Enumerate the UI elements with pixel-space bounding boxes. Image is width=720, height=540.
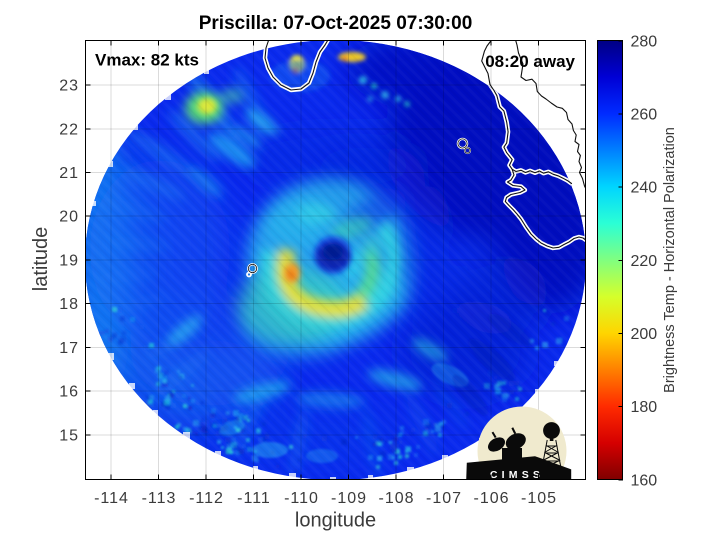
svg-text:-112: -112 <box>189 490 224 507</box>
svg-text:-107: -107 <box>426 490 462 507</box>
svg-text:280: 280 <box>631 33 658 50</box>
svg-text:08:20 away: 08:20 away <box>485 52 575 71</box>
svg-text:-110: -110 <box>284 490 319 507</box>
svg-text:19: 19 <box>59 253 79 270</box>
svg-text:15: 15 <box>59 427 79 444</box>
svg-text:200: 200 <box>631 326 658 343</box>
svg-text:260: 260 <box>631 107 658 124</box>
svg-text:23: 23 <box>59 78 79 95</box>
svg-text:-106: -106 <box>473 490 509 507</box>
svg-text:220: 220 <box>631 253 658 270</box>
svg-text:-111: -111 <box>237 490 271 507</box>
svg-text:Priscilla: 07-Oct-2025 07:30:0: Priscilla: 07-Oct-2025 07:30:00 <box>199 13 473 34</box>
svg-text:-113: -113 <box>142 490 177 507</box>
svg-text:CIMSS: CIMSS <box>490 469 544 481</box>
svg-text:160: 160 <box>631 472 658 489</box>
svg-text:longitude: longitude <box>295 510 376 532</box>
svg-text:240: 240 <box>631 180 658 197</box>
svg-text:21: 21 <box>59 165 79 182</box>
svg-text:-109: -109 <box>331 490 367 507</box>
svg-text:-108: -108 <box>378 490 414 507</box>
svg-text:-114: -114 <box>94 490 129 507</box>
svg-text:22: 22 <box>59 121 79 138</box>
svg-text:Brightness Temp - Horizontal P: Brightness Temp - Horizontal Polarizatio… <box>662 127 678 393</box>
svg-text:17: 17 <box>59 340 79 357</box>
svg-text:Vmax: 82 kts: Vmax: 82 kts <box>95 51 199 70</box>
svg-text:latitude: latitude <box>30 227 52 292</box>
svg-text:-105: -105 <box>521 490 557 507</box>
svg-text:20: 20 <box>59 209 79 226</box>
svg-text:16: 16 <box>59 384 79 401</box>
svg-text:18: 18 <box>59 296 79 313</box>
svg-text:180: 180 <box>631 399 658 416</box>
